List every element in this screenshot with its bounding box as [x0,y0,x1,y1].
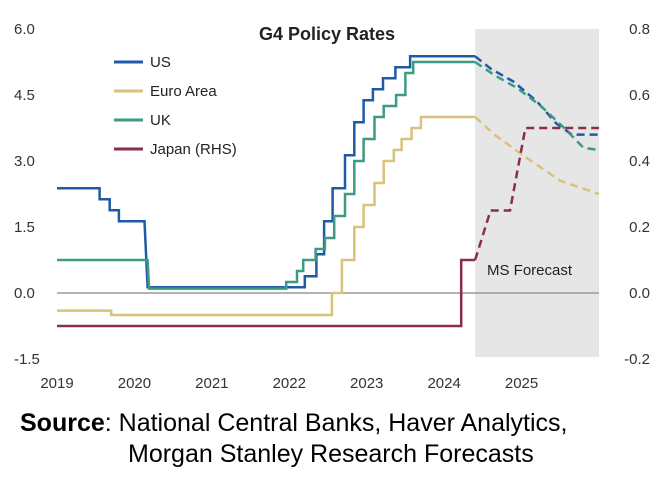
series-line-japan-rhs [57,258,476,328]
x-tick-label: 2023 [350,375,383,392]
left-tick-label: 4.5 [14,87,35,104]
series-line-uk [57,60,476,290]
x-tick-label: 2021 [195,375,228,392]
g4-policy-rates-chart: 6.04.53.01.50.0-1.5 0.80.60.40.20.0-0.2 … [14,21,650,392]
legend-label-euro-area: Euro Area [150,83,217,100]
right-tick-label: 0.2 [629,219,650,236]
legend-label-uk: UK [150,112,171,129]
right-tick-label: 0.0 [629,285,650,302]
left-tick-label: 1.5 [14,219,35,236]
x-tick-label: 2022 [273,375,306,392]
series-forecast-us [474,55,599,136]
left-tick-label: 6.0 [14,21,35,38]
left-tick-label: 3.0 [14,153,35,170]
right-tick-label: -0.2 [624,351,650,368]
source-line-2: Morgan Stanley Research Forecasts [128,440,534,468]
source-note: Source: National Central Banks, Haver An… [20,408,660,470]
forecast-shaded-region [475,29,599,357]
x-tick-label: 2020 [118,375,151,392]
x-tick-label: 2025 [505,375,538,392]
right-tick-label: 0.8 [629,21,650,38]
legend-label-us: US [150,54,171,71]
forecast-annotation: MS Forecast [487,262,573,279]
series-lines [57,55,600,328]
left-tick-label: -1.5 [14,351,40,368]
series-forecast-uk [474,60,600,152]
left-axis-ticks: 6.0 4.5 3.0 1.5 0.0 -1.5 [14,21,40,368]
chart-title: G4 Policy Rates [259,24,395,44]
legend: US Euro Area UK Japan (RHS) [114,54,237,158]
x-tick-label: 2024 [427,375,460,392]
series-forecast-euro-area [474,116,600,196]
x-axis-ticks: 2019 2020 2021 2022 2023 2024 2025 [40,375,538,392]
source-line-1: : National Central Banks, Haver Analytic… [104,409,568,437]
series-line-us [57,55,476,289]
right-tick-label: 0.4 [629,153,650,170]
x-tick-label: 2019 [40,375,73,392]
series-line-euro-area [57,115,476,317]
right-tick-label: 0.6 [629,87,650,104]
right-axis-ticks: 0.8 0.6 0.4 0.2 0.0 -0.2 [624,21,650,368]
left-tick-label: 0.0 [14,285,35,302]
series-forecast-japan-rhs [473,126,599,261]
source-label: Source [20,409,105,437]
legend-label-japan-rhs: Japan (RHS) [150,141,237,158]
